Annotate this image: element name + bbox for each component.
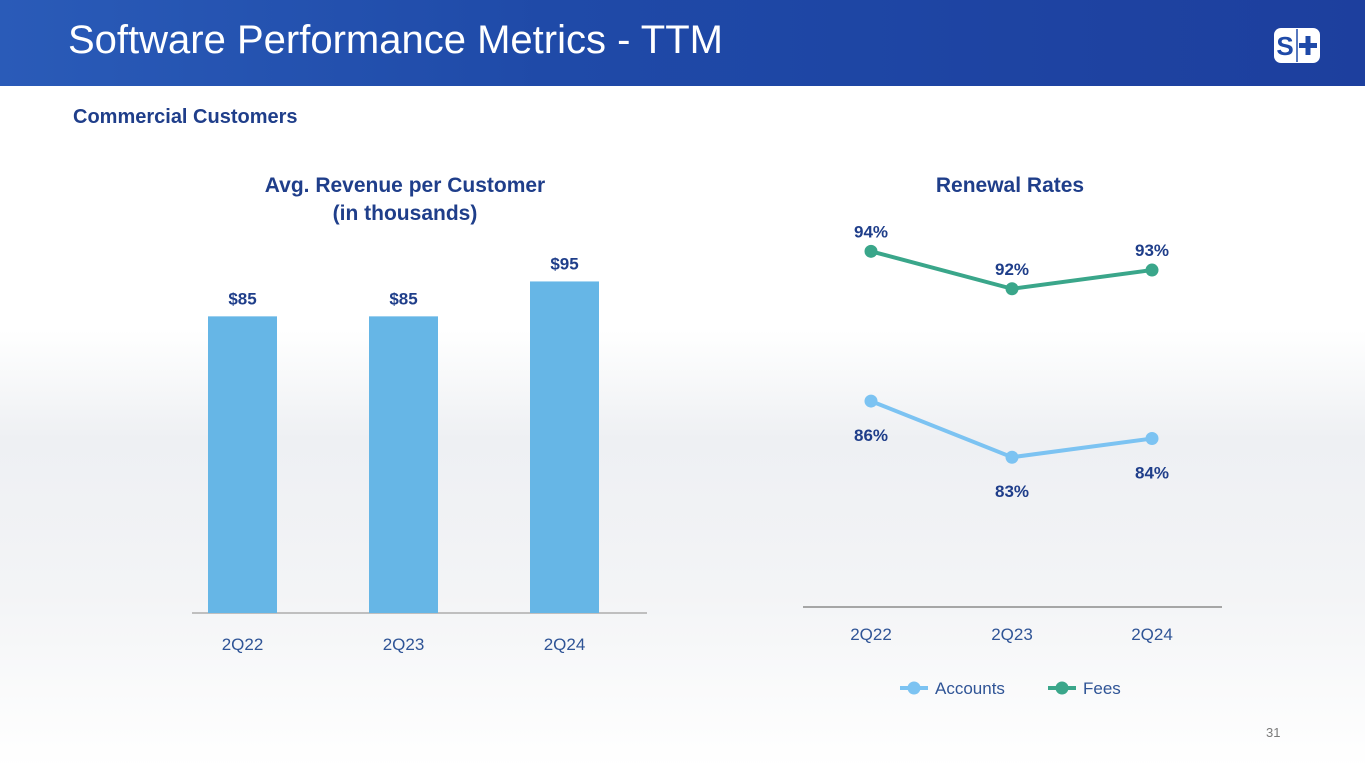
data-point-accounts xyxy=(1145,432,1159,446)
data-point-accounts xyxy=(1005,450,1019,464)
line-data-label: 94% xyxy=(854,222,888,241)
data-point-fees xyxy=(864,244,878,258)
bar-x-tick-label: 2Q22 xyxy=(222,635,264,654)
bar-x-tick-label: 2Q23 xyxy=(383,635,425,654)
line-data-label: 84% xyxy=(1135,464,1169,483)
data-point-fees xyxy=(1145,263,1159,277)
line-x-tick-label: 2Q22 xyxy=(850,625,892,644)
data-point-accounts xyxy=(864,394,878,408)
bar-2Q24 xyxy=(530,281,599,613)
header-banner: Software Performance Metrics - TTM S xyxy=(0,0,1365,86)
section-subtitle: Commercial Customers xyxy=(73,106,298,128)
legend-label: Accounts xyxy=(935,679,1005,698)
line-chart-title: Renewal Rates xyxy=(935,174,1085,197)
svg-text:S: S xyxy=(1276,31,1293,61)
bar-2Q22 xyxy=(208,316,277,613)
page-number: 31 xyxy=(1266,725,1281,740)
legend-marker-fees xyxy=(1055,681,1069,695)
bar-data-label: $85 xyxy=(228,289,256,308)
line-data-label: 86% xyxy=(854,426,888,445)
data-point-fees xyxy=(1005,282,1019,296)
line-data-label: 93% xyxy=(1135,241,1169,260)
bar-chart-title-line2: (in thousands) xyxy=(332,202,478,225)
line-x-tick-label: 2Q24 xyxy=(1131,625,1173,644)
legend-marker-accounts xyxy=(907,681,921,695)
page-title: Software Performance Metrics - TTM xyxy=(68,18,723,62)
line-x-tick-label: 2Q23 xyxy=(991,625,1033,644)
bar-2Q23 xyxy=(369,316,438,613)
bar-data-label: $85 xyxy=(389,289,417,308)
bar-data-label: $95 xyxy=(550,254,578,273)
company-logo-icon: S xyxy=(1274,28,1320,63)
line-data-label: 83% xyxy=(995,482,1029,501)
bar-x-tick-label: 2Q24 xyxy=(544,635,586,654)
legend-label: Fees xyxy=(1083,679,1121,698)
line-data-label: 92% xyxy=(995,260,1029,279)
bar-chart-title: Avg. Revenue per Customer (in thousands) xyxy=(190,172,620,228)
bar-chart-title-line1: Avg. Revenue per Customer xyxy=(264,174,546,197)
series-line-accounts xyxy=(870,399,1153,460)
